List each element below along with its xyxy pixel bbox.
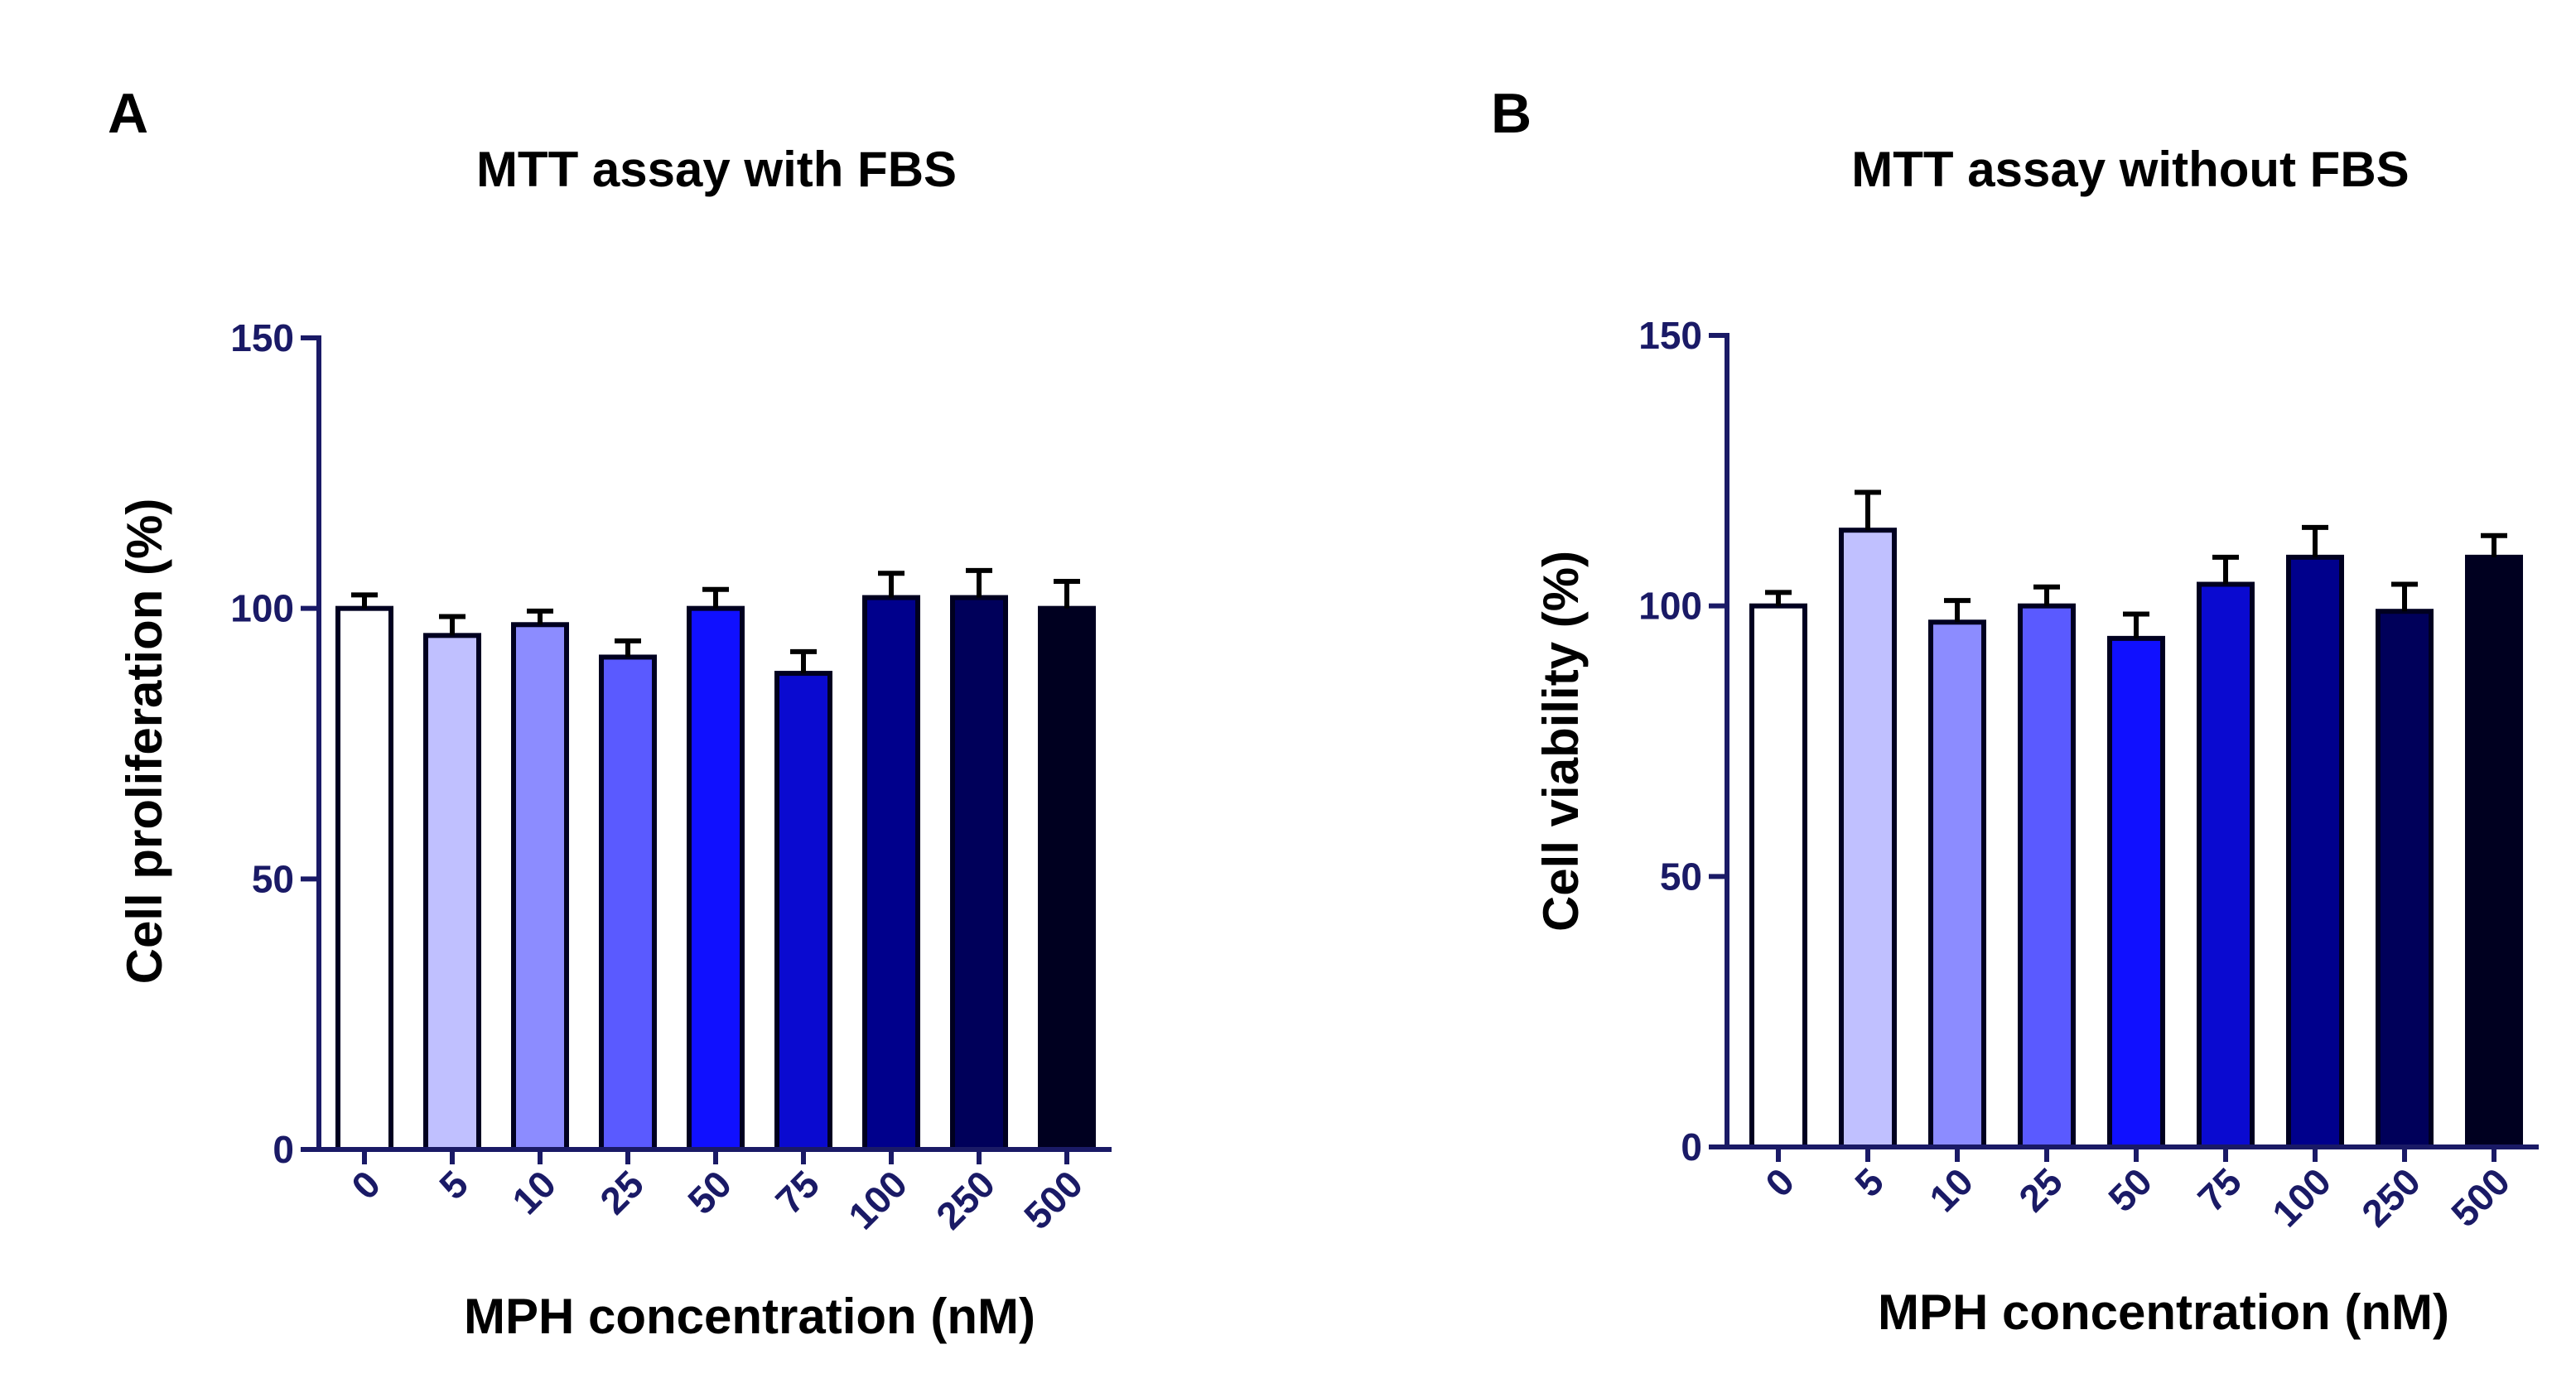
chart-b-bar-250 — [2376, 609, 2434, 1149]
chart-b-error-bar-25 — [2033, 584, 2060, 606]
chart-b-x-tick-label: 10 — [1921, 1159, 1981, 1220]
chart-b-xlabel: MPH concentration (nM) — [1878, 1284, 2449, 1340]
chart-a-y-tick-label: 150 — [230, 316, 294, 359]
chart-b-y-tick-label: 0 — [1681, 1125, 1702, 1169]
chart-b-x-tick-label: 100 — [2264, 1159, 2339, 1235]
chart-b-x-tick-label: 5 — [1846, 1159, 1892, 1205]
chart-b-y-tick-label: 100 — [1638, 585, 1702, 628]
chart-a-error-bar-25 — [615, 638, 641, 658]
chart-b-x-tick-label: 50 — [2100, 1159, 2160, 1220]
chart-b-error-bar-5 — [1855, 489, 1881, 531]
chart-a-y-tick-label: 100 — [230, 587, 294, 630]
chart-b-y-tick-label: 50 — [1660, 855, 1702, 898]
chart-a-bar-50 — [687, 605, 745, 1152]
chart-b-bar-0 — [1749, 603, 1807, 1149]
chart-b-bar-100 — [2286, 554, 2344, 1149]
chart-b-title: MTT assay without FBS — [1851, 142, 2409, 197]
panel-letter-a: A — [108, 82, 148, 145]
chart-a-error-bar-75 — [790, 648, 817, 674]
chart-a-x-tick-label: 100 — [840, 1162, 915, 1237]
chart-a-error-bar-100 — [878, 571, 904, 598]
chart-a-x-tick-label: 50 — [679, 1162, 740, 1222]
chart-panel-b: B MTT assay without FBS Cell viability (… — [1491, 82, 2539, 1340]
chart-a-error-bar-0 — [351, 592, 378, 609]
chart-a-x-tick-label: 75 — [767, 1162, 827, 1222]
chart-b-x-tick-label: 250 — [2353, 1159, 2429, 1235]
chart-b-error-bar-250 — [2391, 581, 2418, 612]
chart-b-bar-75 — [2197, 581, 2255, 1149]
chart-a-bar-25 — [599, 654, 657, 1152]
chart-a-x-tick-label: 250 — [928, 1162, 1003, 1237]
chart-b-error-bar-75 — [2212, 554, 2239, 585]
panel-letter-b: B — [1491, 82, 1532, 145]
chart-b-bar-10 — [1928, 619, 1986, 1149]
chart-a-xlabel: MPH concentration (nM) — [464, 1289, 1035, 1344]
chart-b-error-bar-10 — [1944, 598, 1971, 623]
chart-a-x-tick-label: 5 — [431, 1162, 476, 1207]
chart-a-x-tick-label: 25 — [591, 1162, 652, 1222]
chart-a-x-tick-label: 10 — [504, 1162, 564, 1222]
chart-b-error-bar-0 — [1765, 590, 1792, 606]
chart-a-error-bar-10 — [527, 608, 553, 625]
chart-a-error-bar-250 — [966, 567, 992, 598]
chart-b-bar-25 — [2018, 603, 2076, 1149]
chart-a-error-bar-500 — [1054, 579, 1080, 609]
chart-b-x-tick-label: 500 — [2443, 1159, 2518, 1235]
chart-a-bar-5 — [423, 633, 481, 1152]
chart-a-x-tick-label: 500 — [1015, 1162, 1091, 1237]
chart-b-x-tick-label: 75 — [2189, 1159, 2250, 1220]
chart-a-title: MTT assay with FBS — [476, 142, 957, 197]
chart-a-bar-75 — [774, 671, 832, 1152]
chart-a-bar-10 — [511, 622, 569, 1152]
chart-b-x-tick-label: 25 — [2010, 1159, 2071, 1220]
chart-b-bar-500 — [2465, 554, 2523, 1149]
chart-b-bar-5 — [1839, 528, 1897, 1149]
chart-b-error-bar-100 — [2302, 524, 2328, 557]
chart-a-bar-250 — [950, 595, 1008, 1152]
chart-a-y-tick-label: 50 — [252, 857, 294, 900]
chart-a-ylabel: Cell proliferation (%) — [117, 499, 172, 985]
chart-a-bar-500 — [1038, 605, 1096, 1152]
chart-b-error-bar-50 — [2123, 611, 2149, 638]
chart-panel-a: A MTT assay with FBS Cell proliferation … — [108, 82, 1112, 1344]
chart-a-error-bar-5 — [439, 614, 466, 636]
chart-b-ylabel: Cell viability (%) — [1533, 551, 1589, 932]
chart-a-x-tick-label: 0 — [343, 1162, 388, 1207]
chart-b-error-bar-500 — [2481, 532, 2507, 557]
chart-a-error-bar-50 — [702, 586, 729, 609]
chart-b-y-tick-label: 150 — [1638, 314, 1702, 357]
chart-a-bar-100 — [862, 595, 920, 1152]
chart-b-bar-50 — [2107, 635, 2165, 1149]
chart-a-bar-0 — [335, 605, 393, 1152]
chart-a-y-tick-label: 0 — [273, 1128, 294, 1171]
chart-b-x-tick-label: 0 — [1757, 1159, 1802, 1205]
